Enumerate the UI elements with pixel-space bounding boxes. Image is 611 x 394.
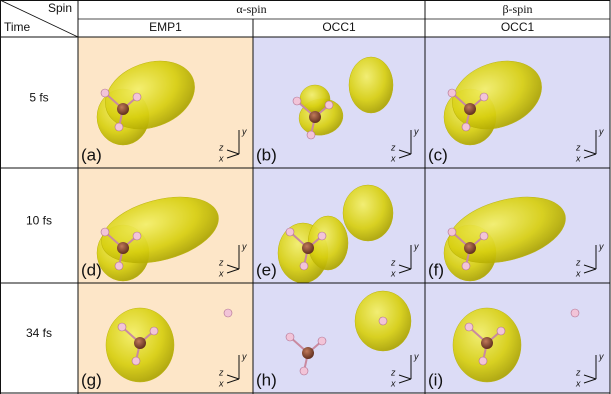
hydrogen-atom — [286, 333, 294, 341]
orbital-lobe — [349, 57, 393, 113]
hydrogen-atom — [293, 97, 301, 105]
hydrogen-atom — [448, 89, 456, 97]
carbon-atom — [117, 242, 129, 254]
panel-bg — [253, 37, 425, 168]
panel-label: (c) — [428, 145, 448, 164]
hydrogen-atom — [318, 337, 326, 345]
hydrogen-atom — [286, 228, 294, 236]
column-header: OCC1 — [322, 20, 356, 34]
carbon-atom — [302, 242, 314, 254]
axis-label-z: z — [218, 257, 224, 267]
axis-label-x: x — [390, 268, 396, 278]
hydrogen-atom — [462, 262, 470, 270]
axis-label-x: x — [575, 378, 581, 388]
hydrogen-atom — [115, 123, 123, 131]
axis-label-z: z — [390, 257, 396, 267]
time-label: 10 fs — [26, 214, 52, 228]
hydrogen-atom — [150, 327, 158, 335]
hydrogen-atom — [462, 123, 470, 131]
time-label: 5 fs — [29, 91, 48, 105]
hydrogen-atom — [480, 232, 488, 240]
hydrogen-atom — [480, 93, 488, 101]
panel-label: (b) — [256, 145, 277, 164]
axis-label-z: z — [575, 257, 581, 267]
panel-label: (h) — [256, 370, 277, 389]
hydrogen-atom — [318, 232, 326, 240]
hydrogen-atom — [448, 228, 456, 236]
corner-bottom: Time — [4, 20, 31, 34]
axis-label-x: x — [575, 268, 581, 278]
hydrogen-atom — [300, 367, 308, 375]
axis-label-y: y — [241, 351, 247, 361]
panel-label: (g) — [81, 370, 102, 389]
axis-label-y: y — [413, 126, 419, 136]
axis-label-x: x — [218, 268, 224, 278]
carbon-atom — [302, 347, 314, 359]
panel-label: (e) — [256, 260, 277, 279]
hydrogen-atom — [101, 228, 109, 236]
axis-label-z: z — [390, 142, 396, 152]
hydrogen-atom — [101, 89, 109, 97]
hydrogen-atom — [118, 323, 126, 331]
corner-top: Spin — [48, 1, 72, 15]
axis-label-y: y — [598, 241, 604, 251]
axis-label-x: x — [390, 153, 396, 163]
hydrogen-atom — [479, 357, 487, 365]
hydrogen-atom — [224, 309, 232, 317]
axis-label-z: z — [575, 367, 581, 377]
axis-label-y: y — [241, 241, 247, 251]
group-header: β-spin — [502, 2, 532, 16]
axis-label-x: x — [575, 153, 581, 163]
carbon-atom — [481, 337, 493, 349]
axis-label-z: z — [218, 142, 224, 152]
axis-label-y: y — [598, 126, 604, 136]
carbon-atom — [117, 103, 129, 115]
axis-label-z: z — [218, 367, 224, 377]
hydrogen-atom — [133, 232, 141, 240]
panel-label: (i) — [428, 370, 443, 389]
axis-label-y: y — [413, 351, 419, 361]
orbital-lobe — [343, 185, 393, 241]
carbon-atom — [464, 242, 476, 254]
carbon-atom — [134, 337, 146, 349]
hydrogen-atom — [115, 262, 123, 270]
hydrogen-atom — [465, 323, 473, 331]
hydrogen-atom — [325, 101, 333, 109]
hydrogen-atom — [379, 317, 387, 325]
panel-label: (d) — [81, 260, 102, 279]
hydrogen-atom — [307, 131, 315, 139]
column-header: EMP1 — [149, 20, 182, 34]
axis-label-y: y — [598, 351, 604, 361]
carbon-atom — [309, 111, 321, 123]
axis-label-x: x — [218, 153, 224, 163]
axis-label-x: x — [218, 378, 224, 388]
axis-label-y: y — [241, 126, 247, 136]
axis-label-z: z — [390, 367, 396, 377]
group-header: α-spin — [236, 2, 266, 16]
figure: (a)yzx(b)yzx(c)yzx(d)yzx(e)yzx(f)yzx(g)y… — [0, 0, 611, 394]
time-label: 34 fs — [26, 326, 52, 340]
hydrogen-atom — [132, 357, 140, 365]
panel-label: (a) — [81, 145, 102, 164]
column-header: OCC1 — [501, 20, 535, 34]
hydrogen-atom — [133, 93, 141, 101]
panel-label: (f) — [428, 260, 444, 279]
carbon-atom — [464, 103, 476, 115]
hydrogen-atom — [497, 327, 505, 335]
axis-label-y: y — [413, 241, 419, 251]
axis-label-z: z — [575, 142, 581, 152]
hydrogen-atom — [571, 309, 579, 317]
axis-label-x: x — [390, 378, 396, 388]
hydrogen-atom — [300, 262, 308, 270]
